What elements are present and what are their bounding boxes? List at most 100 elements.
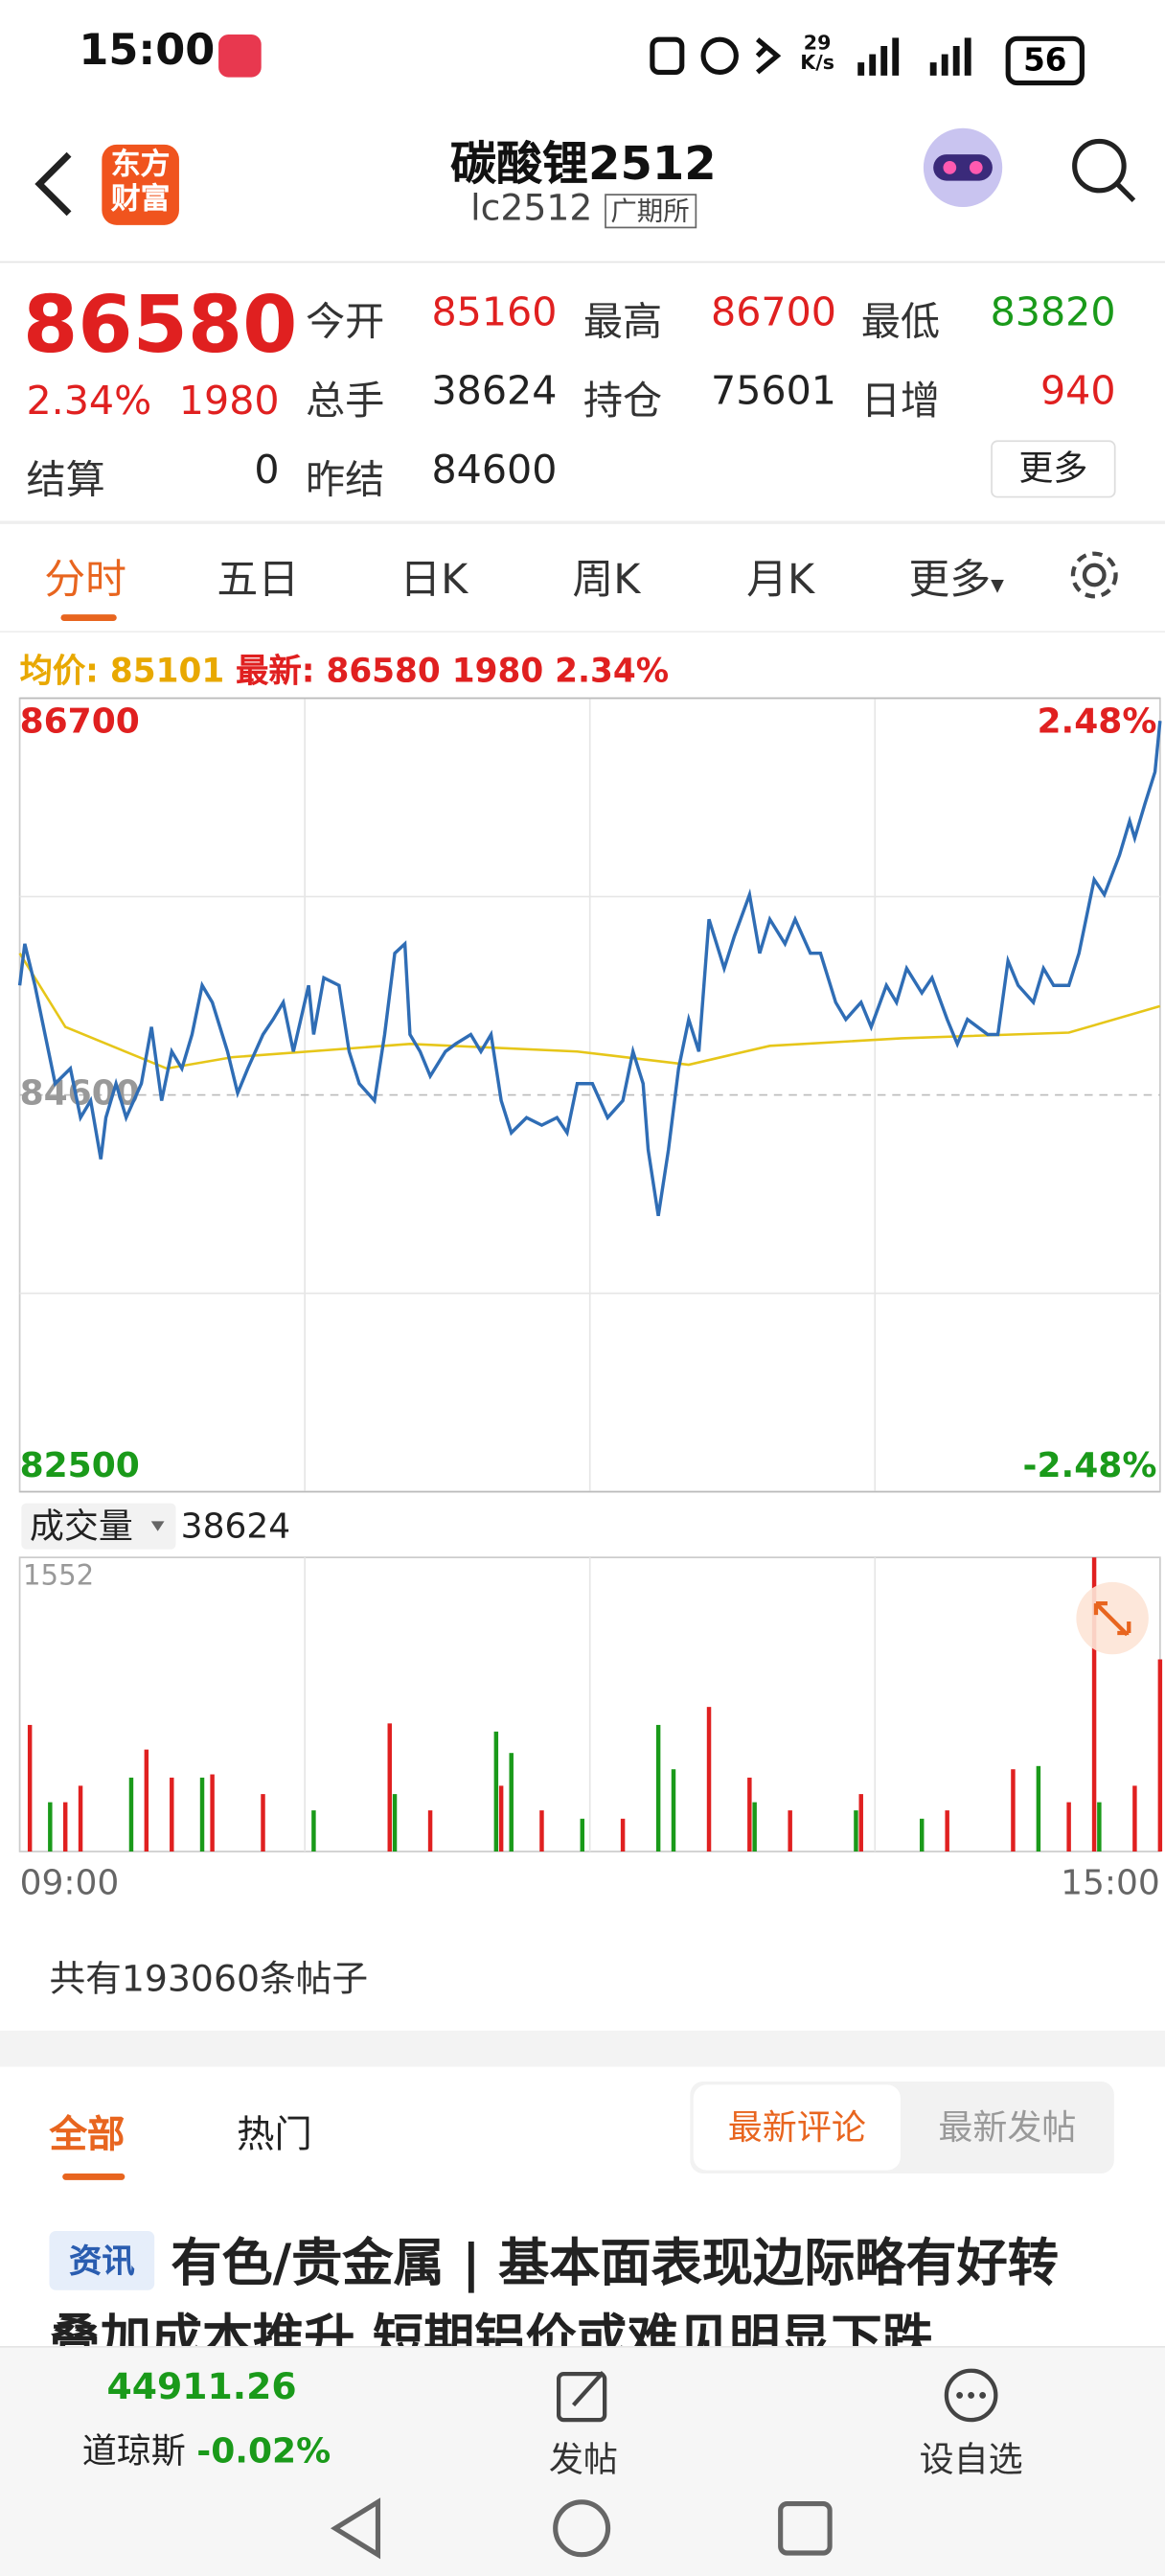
volume-bar — [27, 1724, 33, 1852]
tab-indicator — [62, 2174, 126, 2180]
volume-bar — [539, 1810, 544, 1852]
post-tab[interactable]: 全部 — [49, 2114, 126, 2157]
avg-value: 85101 — [109, 650, 225, 691]
volume-bar — [747, 1777, 752, 1852]
divider — [0, 631, 1165, 633]
field-label: 今开 — [306, 299, 385, 346]
volume-bar — [261, 1794, 265, 1852]
y-tick-label: 82500 — [20, 1446, 140, 1485]
avatar[interactable] — [917, 122, 1009, 214]
tab[interactable]: 日K — [400, 555, 468, 604]
field-value: 86700 — [711, 288, 836, 335]
volume-bar — [387, 1723, 392, 1852]
action-label[interactable]: 发帖 — [548, 2439, 618, 2479]
volume-bar — [210, 1774, 215, 1852]
x-tick-label: 15:00 — [1061, 1863, 1160, 1902]
volume-bar — [392, 1794, 398, 1852]
more-button[interactable]: 更多 — [991, 440, 1116, 498]
volume-title: 成交量 — [30, 1506, 133, 1546]
action-label[interactable]: 设自选 — [919, 2439, 1023, 2479]
tab[interactable]: 周K — [572, 555, 641, 604]
volume-bar — [1066, 1802, 1071, 1852]
dropdown-arrow — [150, 1521, 165, 1531]
subtitle: lc2512 广期所 — [329, 189, 838, 230]
last-price: 86580 — [23, 279, 298, 372]
post-tab[interactable]: 热门 — [236, 2114, 312, 2157]
field-label: 持仓 — [582, 378, 663, 425]
volume-bar — [62, 1802, 68, 1852]
field-value: 940 — [1039, 368, 1116, 415]
post-icon[interactable] — [554, 2366, 613, 2426]
exchange: 广期所 — [604, 194, 697, 229]
back-button[interactable] — [30, 148, 79, 219]
field-label: 昨结 — [306, 456, 385, 503]
index-value: 44911.26 — [106, 2367, 297, 2409]
change: 1980 — [178, 378, 280, 425]
net-speed: 29 K/s — [800, 33, 834, 72]
field-value: 38624 — [431, 368, 558, 415]
logo-text: 东方 — [110, 148, 171, 183]
field-label: 结算 — [26, 456, 105, 503]
tab[interactable]: 更多▾ — [908, 555, 1004, 604]
volume-bar — [919, 1818, 925, 1852]
net-speed-unit: K/s — [800, 51, 834, 75]
volume-bar — [493, 1731, 499, 1852]
x-tick-label: 09:00 — [20, 1863, 120, 1902]
volume-bar — [498, 1785, 504, 1852]
volume-bar — [580, 1818, 585, 1852]
volume-bar — [1011, 1769, 1016, 1852]
volume-total: 38624 — [181, 1506, 291, 1546]
volume-bar — [48, 1802, 53, 1852]
dropdown-arrow: ▾ — [991, 568, 1004, 600]
field-value: 0 — [254, 447, 280, 494]
tab[interactable]: 五日 — [217, 555, 300, 604]
code: lc2512 — [470, 189, 593, 231]
field-value: 85160 — [431, 288, 558, 335]
volume-bar — [854, 1810, 858, 1852]
volume-bar — [509, 1753, 514, 1852]
volume-bar — [311, 1810, 316, 1852]
volume-bar — [620, 1818, 626, 1852]
divider — [0, 2030, 1165, 2067]
avg-label: 均价: — [19, 650, 99, 691]
index-name: 道琼斯 — [81, 2431, 186, 2472]
field-label: 日增 — [860, 378, 941, 425]
divider — [0, 261, 1165, 264]
latest-label: 最新: — [236, 650, 315, 691]
app-icon — [218, 34, 262, 78]
settings-button[interactable] — [1064, 545, 1124, 605]
nav-bar — [330, 2497, 833, 2560]
volume-bar — [655, 1724, 661, 1852]
net-speed-value: 29 — [803, 31, 832, 55]
tab-indicator — [60, 614, 117, 622]
expand-icon — [1093, 1601, 1131, 1637]
volume-bar — [128, 1777, 134, 1852]
tab[interactable]: 月K — [746, 555, 815, 604]
sort-option[interactable]: 最新评论 — [693, 2084, 901, 2171]
volume-bar — [1157, 1659, 1163, 1852]
volume-bar — [1132, 1785, 1137, 1852]
volume-bar — [1091, 1557, 1097, 1852]
sort-option[interactable]: 最新发帖 — [938, 2107, 1077, 2148]
field-label: 最高 — [582, 299, 663, 346]
post-tag: 资讯 — [49, 2231, 155, 2290]
price-line — [17, 721, 1162, 1217]
volume-bar — [788, 1810, 792, 1852]
volume-bar — [199, 1777, 205, 1852]
search-button[interactable] — [1068, 135, 1140, 207]
title: 碳酸锂2512 — [449, 136, 717, 191]
volume-bar — [1097, 1802, 1102, 1852]
volume-bar — [858, 1794, 863, 1852]
post-count: 共有193060条帖子 — [49, 1960, 369, 2002]
tab[interactable]: 分时 — [44, 555, 127, 604]
index-change: -0.02% — [196, 2431, 331, 2472]
logo: 东方 财富 — [102, 144, 179, 225]
volume-bar — [671, 1769, 676, 1852]
volume-bar — [945, 1810, 949, 1852]
watchlist-icon[interactable] — [942, 2366, 1001, 2426]
y-tick-label: 86700 — [20, 702, 140, 741]
volume-bar — [144, 1749, 149, 1852]
field-label: 最低 — [860, 299, 941, 346]
